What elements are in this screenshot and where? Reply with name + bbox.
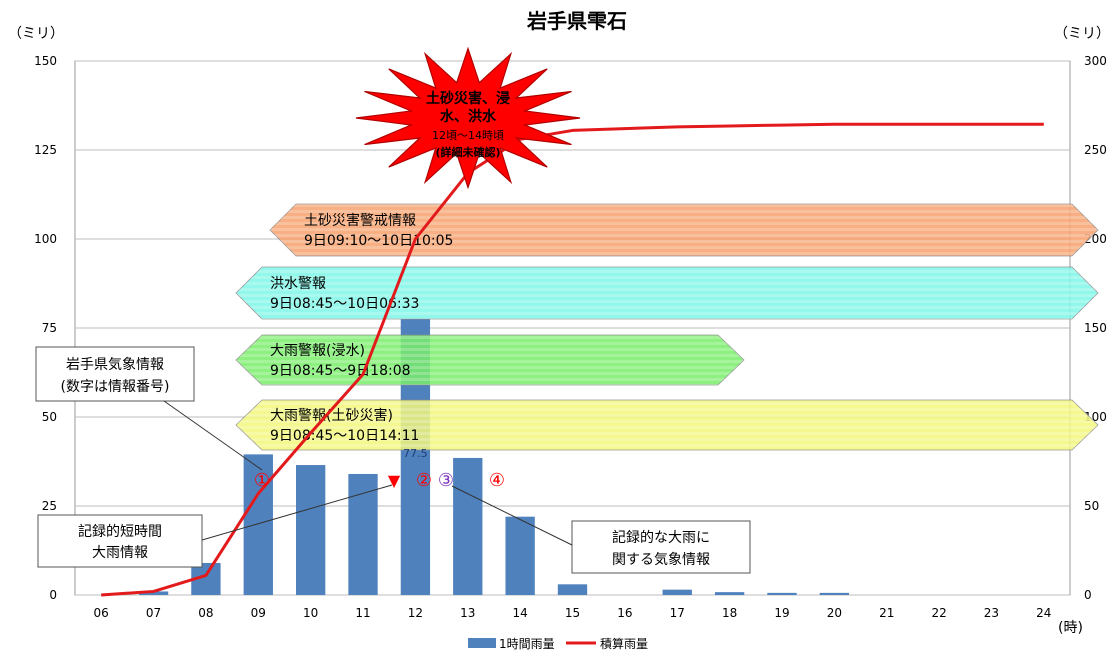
y-tick-right-label: 0 xyxy=(1084,588,1092,602)
bar xyxy=(662,589,692,595)
warning-period: 9日08:45〜10日06:33 xyxy=(270,296,419,312)
warning-period: 9日09:10〜10日10:05 xyxy=(304,233,453,249)
info-box-pointer xyxy=(163,400,263,471)
y-tick-left-label: 50 xyxy=(42,410,57,424)
x-tick-label: 07 xyxy=(146,606,161,620)
short-rain-box xyxy=(37,514,203,568)
x-tick-label: 24 xyxy=(1036,606,1051,620)
x-tick-label: 08 xyxy=(198,606,213,620)
bar-data-label: 77.5 xyxy=(403,447,428,460)
x-tick-label: 13 xyxy=(460,606,475,620)
marker-4: ④ xyxy=(489,470,505,491)
x-tick-label: 11 xyxy=(355,606,370,620)
short-rain-box-line-2: 大雨情報 xyxy=(92,545,148,561)
x-tick-label: 10 xyxy=(303,606,318,620)
x-tick-label: 20 xyxy=(827,606,842,620)
marker-1: ① xyxy=(254,470,270,491)
y-axis-left-label: （ミリ） xyxy=(8,26,64,42)
record-rain-pointer xyxy=(451,485,573,546)
warning-name: 土砂災害警戒情報 xyxy=(304,213,416,229)
warning-period: 9日08:45〜9日18:08 xyxy=(270,363,411,379)
marker-2: ② xyxy=(416,470,432,491)
y-tick-right-label: 250 xyxy=(1084,143,1107,157)
cumulative-rain-line xyxy=(101,122,1044,597)
y-tick-left-label: 0 xyxy=(49,588,57,602)
short-rain-box-line-1: 記録的短時間 xyxy=(78,523,162,540)
warning-arrow-texture xyxy=(236,400,1098,450)
info-box-line-1: 岩手県気象情報 xyxy=(66,357,164,373)
legend-bar-label: 1時間雨量 xyxy=(499,637,555,651)
bar xyxy=(557,584,588,595)
x-tick-label: 12 xyxy=(408,606,423,620)
bar xyxy=(767,592,797,595)
y-tick-right-label: 150 xyxy=(1084,321,1107,335)
record-rain-box xyxy=(571,520,751,574)
x-tick-label: 19 xyxy=(774,606,789,620)
bar xyxy=(138,591,169,595)
disaster-burst xyxy=(355,46,581,190)
x-tick-label: 06 xyxy=(94,606,109,620)
info-box xyxy=(35,346,195,402)
x-tick-label: 14 xyxy=(512,606,527,620)
x-tick-label: 21 xyxy=(879,606,894,620)
y-tick-left-label: 100 xyxy=(34,232,57,246)
chart-title: 岩手県雫石 xyxy=(526,9,627,33)
record-rain-box-line-2: 関する気象情報 xyxy=(612,552,710,568)
bar xyxy=(348,473,378,595)
bar xyxy=(819,592,850,595)
x-tick-label: 17 xyxy=(670,606,685,620)
legend-bar-swatch xyxy=(468,638,496,648)
warning-period: 9日08:45〜10日14:11 xyxy=(270,428,419,444)
x-tick-label: 18 xyxy=(722,606,737,620)
bar xyxy=(243,454,273,595)
bar xyxy=(505,516,535,595)
short-rain-pointer xyxy=(201,484,393,541)
y-tick-left-label: 75 xyxy=(42,321,57,335)
y-tick-right-label: 300 xyxy=(1084,54,1107,68)
x-tick-label: 09 xyxy=(251,606,266,620)
y-axis-right-label: （ミリ） xyxy=(1054,26,1110,42)
bar xyxy=(714,592,745,595)
y-tick-right-label: 50 xyxy=(1084,499,1099,513)
bar xyxy=(295,465,326,595)
warning-name: 大雨警報(土砂災害) xyxy=(270,408,393,424)
info-box-line-2: (数字は情報番号) xyxy=(61,379,170,395)
warning-arrow-texture xyxy=(270,204,1098,256)
legend-line-label: 積算雨量 xyxy=(600,636,648,651)
y-tick-left-label: 125 xyxy=(34,143,57,157)
x-tick-label: 16 xyxy=(617,606,632,620)
x-tick-label: 23 xyxy=(984,606,999,620)
record-rain-box-line-1: 記録的な大雨に xyxy=(612,529,710,546)
y-tick-left-label: 25 xyxy=(42,499,57,513)
marker-triangle: ▼ xyxy=(388,471,401,490)
warning-name: 洪水警報 xyxy=(270,276,326,292)
y-tick-left-label: 150 xyxy=(34,54,57,68)
burst-text-4: (詳細未確認) xyxy=(435,145,500,159)
burst-text-2: 水、洪水 xyxy=(440,108,497,125)
marker-3: ③ xyxy=(438,470,454,491)
x-tick-label: 22 xyxy=(931,606,946,620)
x-axis-label: (時) xyxy=(1058,620,1083,636)
warning-arrow-texture xyxy=(236,267,1098,319)
warning-name: 大雨警報(浸水) xyxy=(270,343,365,359)
bar xyxy=(453,457,483,595)
burst-text-3: 12頃〜14時頃 xyxy=(432,129,504,142)
x-tick-label: 15 xyxy=(565,606,580,620)
burst-text-1: 土砂災害、浸 xyxy=(426,90,510,107)
